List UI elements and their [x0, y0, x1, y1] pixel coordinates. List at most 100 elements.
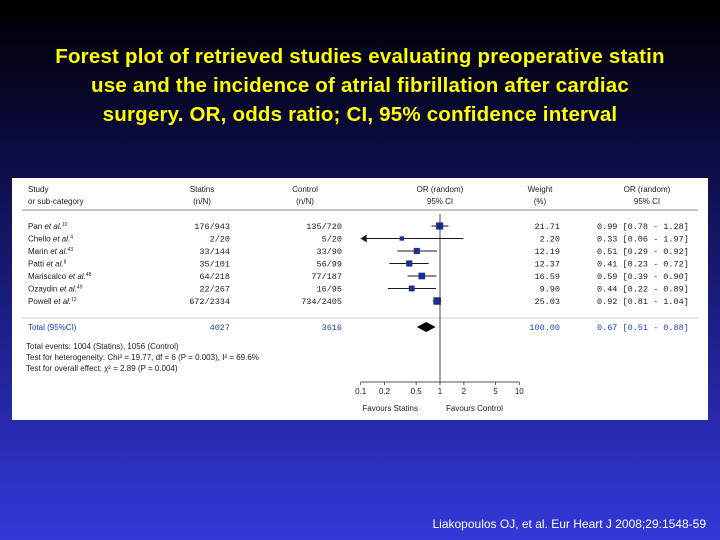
title-line-2: use and the incidence of atrial fibrilla…: [91, 74, 629, 97]
study-6-ci: 0.44 [0.22 - 0.89]: [597, 285, 689, 295]
study-4-weight: 12.37: [534, 260, 560, 270]
study-1-statins: 176/943: [194, 222, 230, 232]
slide-title: Forest plot of retrieved studies evaluat…: [0, 42, 720, 129]
study-6-name-etal: et al.: [60, 285, 77, 294]
study-3-name-etal: et al.: [50, 247, 67, 256]
study-3-weight: 12.19: [534, 247, 560, 257]
study-2-name-author: Chello: [28, 235, 53, 244]
study-1-name-etal: et al.: [44, 222, 61, 231]
x-tick-label-0.1: 0.1: [355, 387, 367, 396]
study-5-name-author: Mariscalco: [28, 272, 68, 281]
study-4-point: [406, 260, 413, 267]
study-3-control: 33/90: [316, 247, 342, 257]
study-3-name-author: Marin: [28, 247, 50, 256]
total-statins: 4027: [210, 323, 230, 333]
total-label: Total (95%CI): [28, 323, 77, 332]
study-1-name-author: Pan: [28, 222, 44, 231]
study-6-ref: 49: [77, 285, 83, 291]
study-7-ci: 0.92 [0.81 - 1.04]: [597, 297, 689, 307]
study-2-name-etal: et al.: [53, 235, 70, 244]
x-tick-label-0.5: 0.5: [411, 387, 423, 396]
x-tick-label-5: 5: [493, 387, 498, 396]
study-1-weight: 21.71: [534, 222, 560, 232]
title-line-1: Forest plot of retrieved studies evaluat…: [55, 45, 665, 68]
header-statins: Statins: [190, 185, 214, 194]
study-3-statins: 33/144: [199, 247, 230, 257]
study-2-control: 5/20: [322, 235, 342, 245]
study-2-name: Chello et al.4: [28, 235, 73, 244]
header-control: Control: [292, 185, 318, 194]
x-tick-label-1: 1: [438, 387, 443, 396]
study-2-ci-arrow: [360, 234, 367, 243]
header-or-sub: 95% CI: [427, 197, 453, 206]
study-1-name: Pan et al.10: [28, 222, 68, 231]
study-6-name-author: Ozaydin: [28, 285, 60, 294]
favours-statins-label: Favours Statins: [362, 404, 418, 413]
footer-events: Total events: 1004 (Statins), 1056 (Cont…: [26, 342, 179, 351]
study-2-statins: 2/20: [210, 235, 230, 245]
header-control-sub: (n/N): [296, 197, 314, 206]
citation: Liakopoulos OJ, et al. Eur Heart J 2008;…: [432, 517, 706, 531]
forest-plot: Study or sub-category Statins (n/N) Cont…: [22, 185, 698, 413]
study-4-ref: 8: [64, 260, 67, 266]
study-2-ref: 4: [70, 235, 73, 241]
footer-overall: Test for overall effect: χ² = 2.89 (P = …: [26, 364, 178, 373]
total-control: 3616: [322, 323, 342, 333]
study-2-weight: 2.20: [540, 235, 560, 245]
footer-heterogeneity: Test for heterogeneity: Chi² = 19.77, df…: [26, 353, 259, 362]
total-weight: 100.00: [529, 323, 560, 333]
study-rows: Pan et al.10 176/943 135/720 21.71 0.99 [0.7…: [22, 222, 698, 333]
study-7-name-author: Powell: [28, 297, 54, 306]
header-study-sub: or sub-category: [28, 197, 84, 206]
study-1-ref: 10: [62, 222, 68, 228]
header-or2-sub: 95% CI: [634, 197, 660, 206]
header-weight: Weight: [528, 185, 554, 194]
study-3-ci: 0.51 [0.29 - 0.92]: [597, 247, 689, 257]
x-tick-label-0.2: 0.2: [379, 387, 391, 396]
study-5-control: 77/187: [311, 272, 342, 282]
study-2-point: [399, 236, 404, 241]
study-3-name: Marin et al.43: [28, 247, 73, 256]
x-tick-label-2: 2: [462, 387, 467, 396]
study-7-ref: 12: [71, 297, 77, 303]
study-6-control: 16/95: [316, 285, 342, 295]
study-4-ci: 0.41 [0.23 - 0.72]: [597, 260, 689, 270]
study-5-weight: 16.59: [534, 272, 560, 282]
favours-control-label: Favours Control: [446, 404, 503, 413]
study-7-control: 734/2405: [301, 297, 342, 307]
study-4-name: Patti et al.8: [28, 260, 67, 269]
study-6-weight: 9.90: [540, 285, 560, 295]
study-4-name-author: Patti: [28, 260, 46, 269]
study-1-control: 135/720: [306, 222, 342, 232]
study-5-name-etal: et al.: [68, 272, 85, 281]
header-weight-sub: (%): [534, 197, 547, 206]
study-7-name-etal: et al.: [54, 297, 71, 306]
header-study: Study: [28, 185, 48, 194]
total-diamond: [416, 322, 436, 332]
header-statins-sub: (n/N): [193, 197, 211, 206]
header-or2: OR (random): [624, 185, 671, 194]
study-5-ci: 0.59 [0.39 - 0.90]: [597, 272, 689, 282]
study-5-name: Mariscalco et al.48: [28, 272, 92, 281]
forest-plot-panel: Study or sub-category Statins (n/N) Cont…: [12, 178, 708, 420]
study-7-name: Powell et al.12: [28, 297, 77, 306]
study-7-point: [433, 297, 441, 305]
study-2-ci: 0.33 [0.06 - 1.97]: [597, 235, 689, 245]
study-5-ref: 48: [86, 272, 92, 278]
study-4-control: 56/99: [316, 260, 342, 270]
title-line-3: surgery. OR, odds ratio; CI, 95% confide…: [102, 103, 618, 126]
header-or: OR (random): [417, 185, 464, 194]
study-3-ref: 43: [68, 247, 74, 253]
study-5-point: [418, 272, 426, 280]
study-7-statins: 672/2334: [189, 297, 230, 307]
total-ci: 0.67 [0.51 - 0.88]: [597, 323, 689, 333]
study-6-point: [408, 285, 415, 292]
study-4-name-etal: et al.: [46, 260, 63, 269]
study-1-ci: 0.99 [0.78 - 1.28]: [597, 222, 689, 232]
study-7-weight: 25.03: [534, 297, 560, 307]
plot-area: 0.1 0.2 0.5 1 2 5 10: [355, 214, 524, 396]
study-6-name: Ozaydin et al.49: [28, 285, 83, 294]
x-tick-label-10: 10: [515, 387, 524, 396]
study-3-point: [413, 247, 420, 255]
study-6-statins: 22/267: [199, 285, 230, 295]
